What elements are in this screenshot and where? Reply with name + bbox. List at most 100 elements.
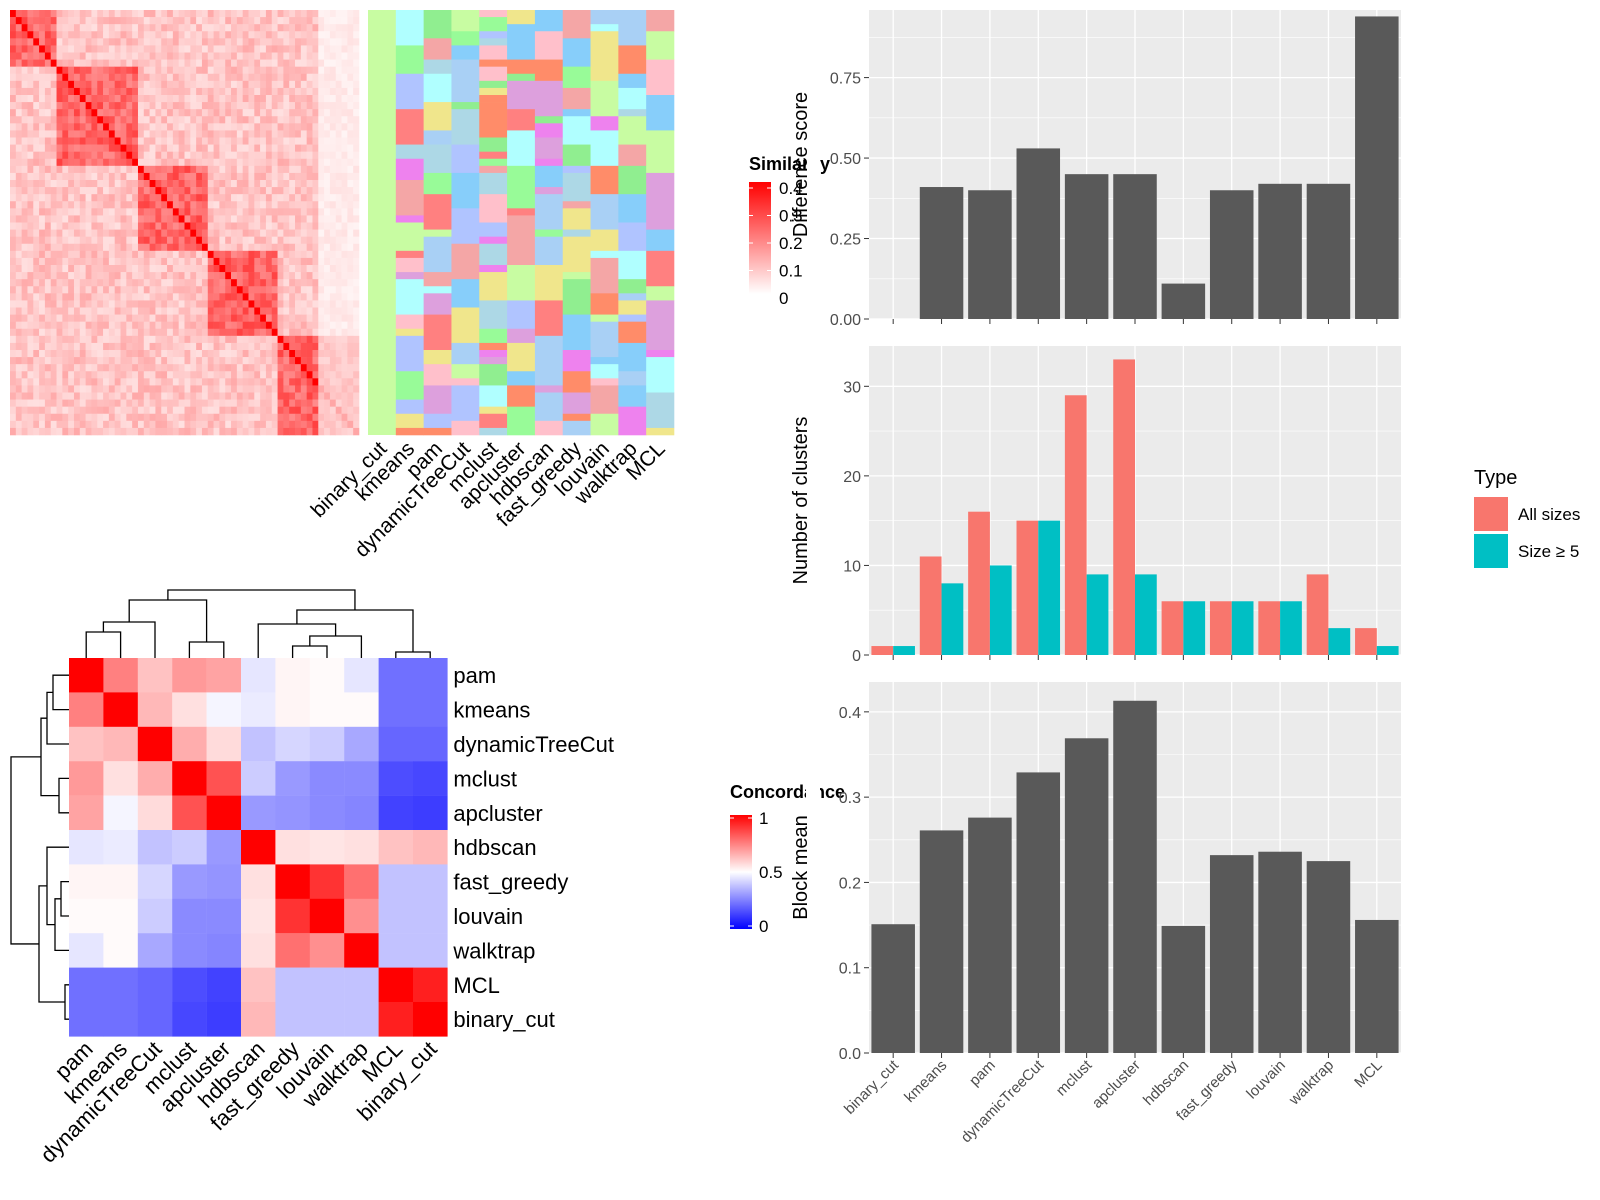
annotation-cell — [451, 45, 480, 60]
similarity-cell — [10, 427, 17, 436]
similarity-cell — [155, 151, 162, 160]
similarity-cell — [33, 87, 40, 96]
similarity-cell — [225, 406, 232, 415]
similarity-cell — [231, 307, 238, 315]
similarity-cell — [68, 342, 75, 351]
similarity-cell — [277, 87, 284, 96]
similarity-cell — [329, 420, 337, 429]
similarity-cell — [149, 364, 156, 372]
similarity-cell — [21, 73, 28, 82]
similarity-cell — [33, 314, 40, 322]
similarity-cell — [300, 59, 307, 67]
similarity-cell — [213, 116, 220, 124]
similarity-cell — [33, 222, 40, 230]
similarity-cell — [196, 24, 203, 32]
concordance-cell — [206, 830, 242, 865]
annotation-cell — [479, 31, 508, 39]
similarity-cell — [300, 208, 307, 216]
similarity-cell — [196, 194, 203, 202]
similarity-cell — [271, 123, 278, 131]
legend-key-all-sizes — [1474, 497, 1508, 531]
similarity-cell — [50, 314, 57, 322]
similarity-cell — [306, 144, 313, 152]
similarity-cell — [79, 385, 86, 393]
similarity-cell — [39, 130, 46, 138]
similarity-cell — [56, 265, 63, 273]
similarity-cell — [56, 24, 63, 32]
annotation-cell — [646, 250, 675, 287]
bar-size-ge-5 — [1231, 601, 1254, 655]
similarity-cell — [108, 321, 115, 330]
similarity-cell — [289, 151, 296, 160]
similarity-cell — [114, 172, 121, 181]
similarity-cell — [283, 236, 290, 245]
concordance-cell — [378, 761, 414, 796]
similarity-cell — [143, 350, 150, 358]
similarity-cell — [254, 151, 261, 160]
similarity-cell — [184, 250, 191, 259]
similarity-cell — [335, 420, 342, 429]
similarity-cell — [300, 321, 307, 330]
similarity-cell — [178, 300, 185, 308]
similarity-cell — [248, 10, 255, 18]
similarity-cell — [167, 10, 174, 18]
similarity-cell — [207, 87, 214, 96]
similarity-cell — [15, 137, 22, 145]
similarity-cell — [161, 17, 168, 25]
similarity-cell — [184, 335, 191, 344]
similarity-cell — [114, 236, 121, 245]
similarity-cell — [167, 250, 174, 259]
similarity-cell — [318, 215, 325, 223]
similarity-cell — [213, 371, 220, 379]
similarity-cell — [353, 420, 360, 429]
similarity-cell — [73, 172, 81, 181]
similarity-cell — [225, 24, 232, 32]
similarity-cell — [68, 385, 75, 393]
similarity-cell — [44, 80, 52, 89]
similarity-cell — [196, 52, 203, 60]
annotation-cell — [479, 385, 508, 407]
similarity-cell — [21, 272, 28, 280]
similarity-cell — [21, 187, 28, 195]
similarity-cell — [103, 80, 110, 89]
similarity-cell — [329, 208, 337, 216]
similarity-cell — [120, 293, 127, 301]
similarity-cell — [161, 158, 168, 167]
similarity-cell — [248, 335, 255, 344]
similarity-cell — [132, 151, 139, 160]
similarity-cell — [15, 307, 22, 315]
similarity-cell — [312, 137, 319, 145]
similarity-cell — [324, 321, 331, 330]
similarity-cell — [21, 229, 28, 237]
similarity-cell — [97, 208, 104, 216]
similarity-cell — [91, 165, 98, 174]
similarity-cell — [62, 87, 69, 96]
similarity-cell — [167, 172, 174, 181]
concordance-cell — [378, 898, 414, 934]
similarity-cell — [271, 406, 278, 415]
similarity-cell — [62, 229, 69, 237]
similarity-cell — [91, 413, 98, 422]
similarity-cell — [190, 95, 197, 103]
similarity-cell — [33, 38, 40, 46]
similarity-cell — [324, 236, 331, 245]
annotation-cell — [395, 45, 424, 75]
similarity-cell — [172, 350, 179, 358]
similarity-cell — [50, 371, 57, 379]
similarity-cell — [97, 116, 104, 124]
similarity-cell — [265, 10, 273, 18]
similarity-cell — [248, 265, 255, 273]
annotation-cell — [534, 392, 564, 422]
similarity-cell — [85, 406, 92, 415]
concordance-cell — [275, 933, 310, 968]
concordance-cell — [241, 864, 276, 899]
similarity-cell — [79, 73, 86, 82]
similarity-cell — [62, 123, 69, 131]
similarity-cell — [248, 180, 255, 188]
similarity-cell — [56, 342, 63, 351]
similarity-cell — [62, 137, 69, 145]
similarity-cell — [114, 328, 121, 337]
similarity-cell — [335, 187, 342, 195]
similarity-cell — [126, 399, 133, 407]
similarity-cell — [318, 385, 325, 393]
